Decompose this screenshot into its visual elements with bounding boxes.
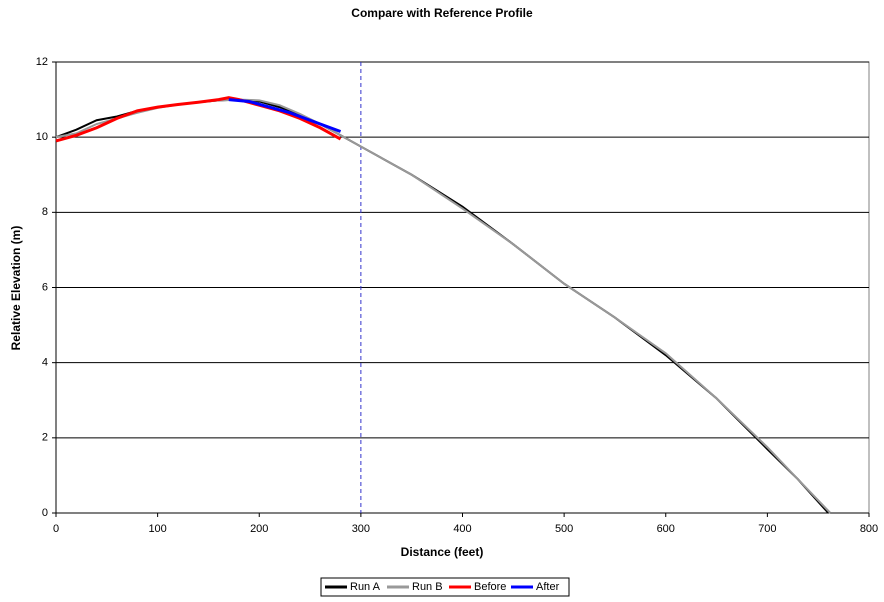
y-tick-label: 2	[42, 432, 48, 444]
legend-label: Run A	[350, 581, 381, 593]
legend-label: Run B	[412, 581, 443, 593]
x-tick-label: 500	[555, 523, 573, 535]
legend-box	[320, 577, 570, 597]
x-tick-label: 700	[758, 523, 776, 535]
y-tick-label: 10	[36, 131, 48, 143]
x-tick-label: 600	[657, 523, 675, 535]
x-tick-label: 300	[352, 523, 370, 535]
x-tick-label: 800	[860, 523, 878, 535]
y-tick-label: 0	[42, 507, 48, 519]
x-tick-label: 100	[148, 523, 166, 535]
series-line	[228, 98, 342, 133]
x-axis-label: Distance (feet)	[401, 545, 484, 559]
y-tick-label: 8	[42, 206, 48, 218]
y-tick-label: 12	[36, 56, 48, 68]
legend-label: After	[536, 581, 560, 593]
y-axis-label: Relative Elevation (m)	[9, 226, 23, 351]
chart-title: Compare with Reference Profile	[351, 6, 533, 20]
series-line	[55, 96, 342, 143]
y-tick-label: 6	[42, 281, 48, 293]
x-tick-label: 0	[53, 523, 59, 535]
legend-label: Before	[474, 581, 506, 593]
x-tick-label: 400	[453, 523, 471, 535]
y-tick-label: 4	[42, 357, 48, 369]
x-tick-label: 200	[250, 523, 268, 535]
